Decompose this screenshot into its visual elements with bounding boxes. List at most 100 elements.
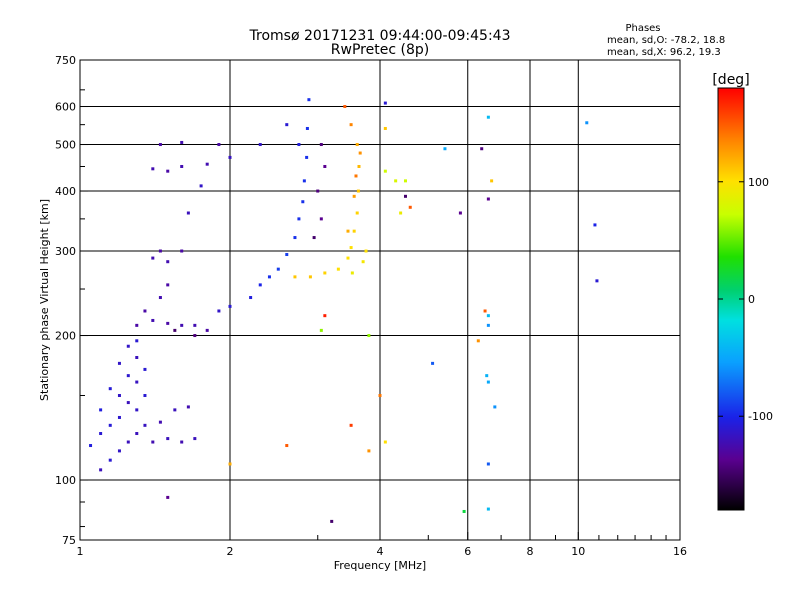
data-point	[217, 309, 221, 313]
data-point	[297, 217, 301, 221]
data-point	[383, 169, 387, 173]
data-point	[228, 304, 232, 308]
data-point	[158, 143, 162, 147]
data-point	[349, 246, 353, 250]
data-point	[316, 189, 320, 193]
data-point	[486, 115, 490, 119]
data-point	[403, 179, 407, 183]
data-point	[297, 143, 301, 147]
data-point	[193, 323, 197, 327]
y-tick-label: 400	[55, 185, 76, 198]
data-point	[117, 415, 121, 419]
data-point	[355, 143, 359, 147]
data-point	[486, 323, 490, 327]
data-point	[383, 440, 387, 444]
x-tick-label: 16	[673, 545, 687, 558]
colorbar-label: [deg]	[712, 72, 749, 88]
data-point	[166, 283, 170, 287]
data-point	[180, 440, 184, 444]
data-point	[205, 328, 209, 332]
data-point	[166, 260, 170, 264]
x-tick-label: 4	[377, 545, 384, 558]
data-point	[383, 126, 387, 130]
data-point	[305, 126, 309, 130]
data-point	[126, 401, 130, 405]
data-point	[357, 164, 361, 168]
data-point	[408, 205, 412, 209]
data-point	[593, 223, 597, 227]
data-point	[285, 444, 289, 448]
x-tick-label: 1	[77, 545, 84, 558]
data-point	[99, 468, 103, 472]
data-point	[193, 334, 197, 338]
data-point	[276, 267, 280, 271]
data-point	[485, 374, 489, 378]
data-point	[267, 275, 271, 279]
data-point	[483, 309, 487, 313]
data-point	[486, 462, 490, 466]
x-tick-label: 8	[527, 545, 534, 558]
data-point	[394, 179, 398, 183]
data-point	[330, 519, 334, 523]
data-point	[180, 249, 184, 253]
data-point	[180, 164, 184, 168]
data-point	[126, 374, 130, 378]
data-point	[293, 236, 297, 240]
data-point	[135, 380, 139, 384]
y-tick-label: 200	[55, 330, 76, 343]
data-point	[301, 200, 305, 204]
x-axis-label: Frequency [MHz]	[334, 559, 426, 572]
x-axis-ticks: 1 2 4 6 8 10 16	[77, 532, 687, 558]
data-point	[490, 179, 494, 183]
data-point	[346, 229, 350, 233]
data-point	[117, 394, 121, 398]
data-point	[193, 437, 197, 441]
data-point	[135, 432, 139, 436]
data-point	[99, 432, 103, 436]
data-point	[151, 167, 155, 171]
data-point	[135, 339, 139, 343]
data-point	[89, 444, 93, 448]
data-point	[323, 314, 327, 318]
data-point	[486, 380, 490, 384]
data-point	[493, 405, 497, 409]
data-point	[302, 179, 306, 183]
data-point	[431, 361, 435, 365]
data-point	[356, 189, 360, 193]
y-tick-label: 500	[55, 139, 76, 152]
data-point	[151, 318, 155, 322]
colorbar-tick-label: 100	[748, 176, 769, 189]
data-point	[352, 194, 356, 198]
data-point	[117, 449, 121, 453]
y-tick-label: 300	[55, 245, 76, 258]
data-point	[367, 449, 371, 453]
data-point	[595, 279, 599, 283]
data-point	[305, 155, 309, 159]
data-point	[383, 101, 387, 105]
data-point	[480, 147, 484, 151]
data-point	[323, 271, 327, 275]
data-point	[180, 140, 184, 144]
data-point	[308, 275, 312, 279]
data-point	[186, 211, 190, 215]
data-point	[143, 309, 147, 313]
data-point	[217, 143, 221, 147]
data-point	[258, 143, 262, 147]
data-points	[89, 98, 599, 523]
data-point	[173, 408, 177, 412]
data-point	[378, 394, 382, 398]
data-point	[135, 408, 139, 412]
data-point	[166, 169, 170, 173]
data-point	[355, 211, 359, 215]
data-point	[486, 197, 490, 201]
data-point	[343, 105, 347, 109]
data-point	[180, 323, 184, 327]
data-point	[350, 271, 354, 275]
data-point	[458, 211, 462, 215]
data-point	[486, 314, 490, 318]
data-point	[307, 98, 311, 102]
y-tick-label: 750	[55, 54, 76, 67]
data-point	[319, 328, 323, 332]
data-point	[249, 296, 253, 300]
